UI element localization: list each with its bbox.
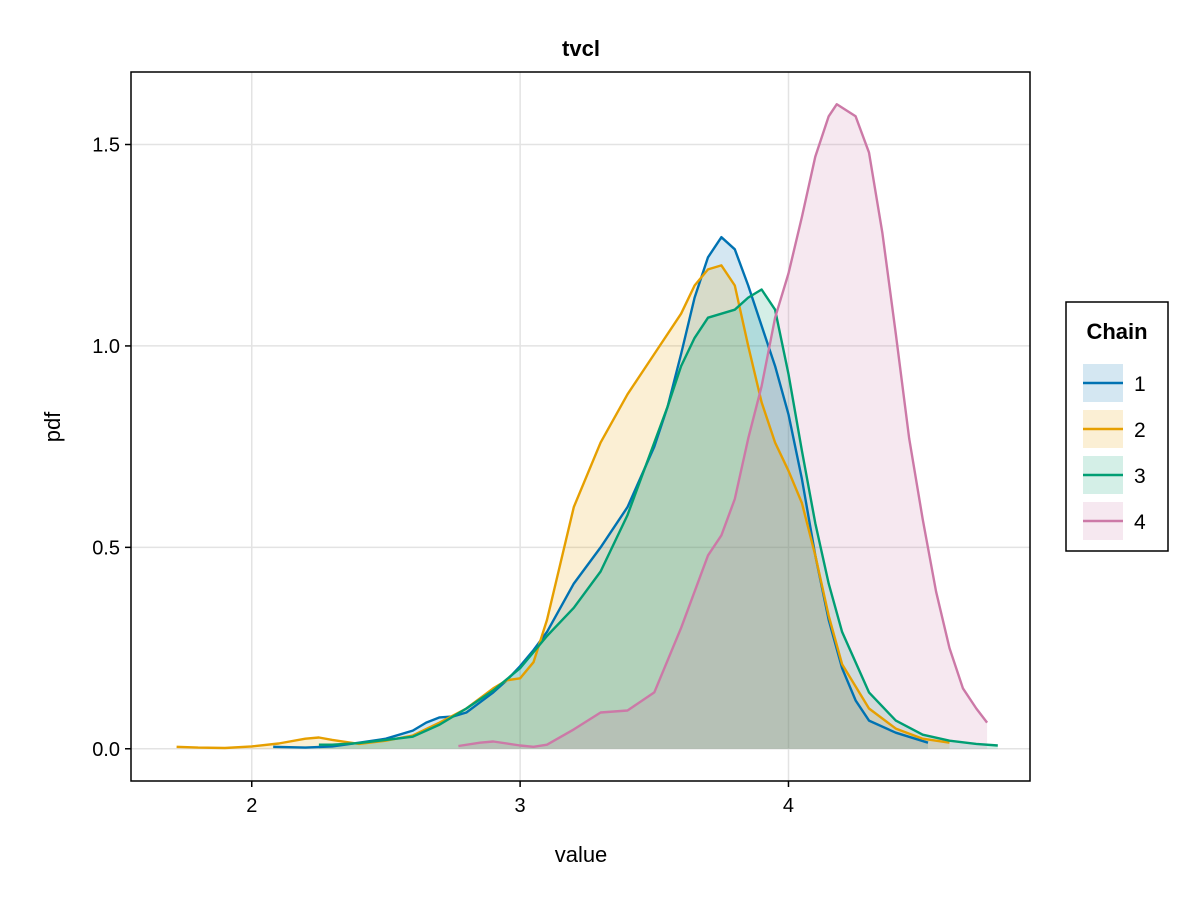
chart-title: tvcl bbox=[562, 36, 600, 61]
density-line-chain-3 bbox=[318, 288, 998, 747]
y-tick-label: 1.5 bbox=[92, 135, 120, 157]
y-tick-label: 0.5 bbox=[92, 537, 120, 559]
x-tick-label: 2 bbox=[246, 795, 257, 817]
y-tick-label: 1.0 bbox=[92, 336, 120, 358]
density-area-chain-3 bbox=[318, 289, 998, 749]
density-area-chain-1 bbox=[273, 237, 928, 749]
legend-label: 1 bbox=[1134, 373, 1146, 396]
density-line-chain-2 bbox=[176, 264, 950, 750]
y-tick-label: 0.0 bbox=[92, 739, 120, 761]
density-lines bbox=[176, 103, 998, 750]
density-line-chain-4 bbox=[458, 103, 989, 748]
grid-layer bbox=[131, 72, 1030, 781]
legend-entry-chain-3: 3 bbox=[1083, 456, 1146, 494]
legend-label: 2 bbox=[1134, 419, 1146, 442]
legend-entry-chain-4: 4 bbox=[1083, 502, 1146, 540]
density-area-chain-4 bbox=[458, 104, 988, 749]
legend-title: Chain bbox=[1086, 319, 1147, 344]
plot-frame bbox=[130, 71, 1031, 782]
legend-items: 1 2 3 4 bbox=[1083, 364, 1146, 540]
x-tick-label: 4 bbox=[783, 795, 794, 817]
y-axis-label: pdf bbox=[40, 411, 65, 442]
legend-label: 3 bbox=[1134, 465, 1146, 488]
x-axis-label: value bbox=[555, 842, 608, 867]
density-areas bbox=[176, 104, 998, 749]
axis-ticks: 2 3 4 0.0 0.5 1.0 1.5 bbox=[92, 135, 794, 817]
legend-entry-chain-1: 1 bbox=[1083, 364, 1146, 402]
legend-entry-chain-2: 2 bbox=[1083, 410, 1146, 448]
density-area-chain-2 bbox=[176, 265, 950, 749]
legend-label: 4 bbox=[1134, 511, 1146, 534]
legend: Chain 1 2 3 4 bbox=[1065, 301, 1169, 552]
legend-box bbox=[1065, 301, 1169, 552]
x-tick-label: 3 bbox=[515, 795, 526, 817]
